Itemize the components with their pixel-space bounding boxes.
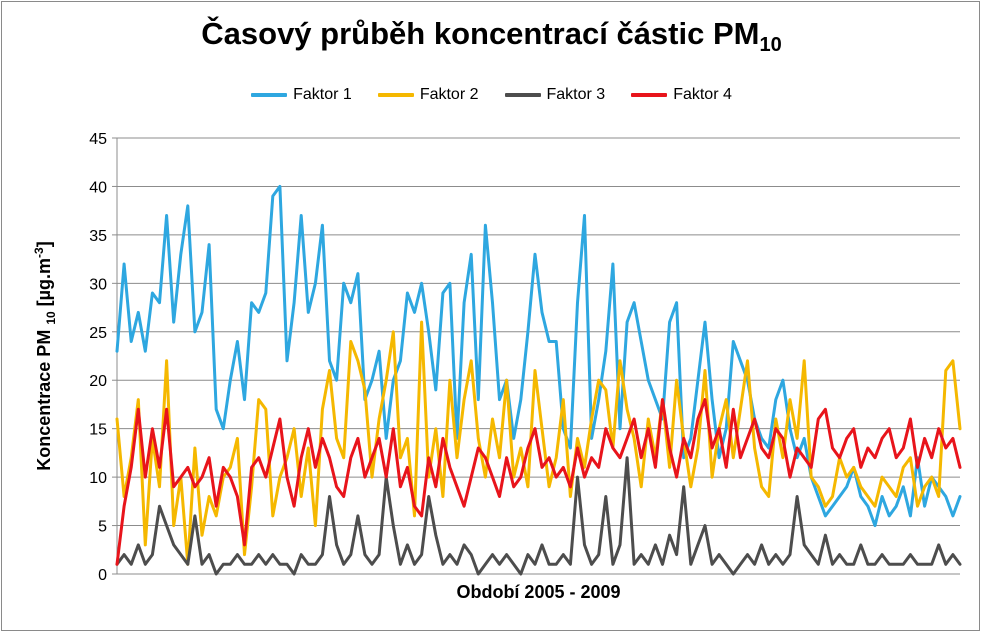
chart-title: Časový průběh koncentrací částic PM10 (0, 16, 983, 55)
legend-item-faktor-2: Faktor 2 (377, 86, 479, 104)
legend-item-faktor-4: Faktor 4 (631, 86, 732, 104)
tick-label-y-35: 35 (89, 228, 107, 245)
y-axis-label-unit: [µg.m (34, 257, 55, 312)
y-axis-label-main: Koncentrace PM (34, 324, 55, 471)
tick-label-y-5: 5 (98, 519, 107, 536)
legend-swatch-faktor-2 (377, 93, 414, 97)
tick-label-y-20: 20 (89, 373, 107, 390)
series-line-faktor-4 (115, 398, 962, 566)
tick-label-y-30: 30 (89, 276, 107, 293)
chart-title-main: Časový průběh koncentrací částic PM (201, 16, 760, 51)
series-line-faktor-3 (115, 456, 962, 576)
tick-label-y-0: 0 (98, 567, 107, 584)
legend-swatch-faktor-1 (251, 93, 288, 97)
legend-label-faktor-3: Faktor 3 (546, 86, 606, 103)
tick-label-y-45: 45 (89, 131, 107, 148)
tick-label-y-10: 10 (89, 470, 107, 487)
legend-item-faktor-3: Faktor 3 (504, 86, 606, 104)
legend-label-faktor-4: Faktor 4 (673, 86, 732, 103)
tick-label-y-15: 15 (89, 422, 107, 439)
legend-item-faktor-1: Faktor 1 (251, 86, 352, 104)
legend-swatch-faktor-4 (631, 93, 668, 97)
y-axis-label-sub: 10 (43, 311, 58, 325)
tick-label-y-25: 25 (89, 325, 107, 342)
tick-label-y-40: 40 (89, 179, 107, 196)
series-line-faktor-2 (115, 320, 962, 566)
legend-swatch-faktor-3 (504, 93, 541, 97)
y-axis-label: Koncentrace PM 10 [µg.m-3] (32, 241, 58, 470)
y-axis-label-end: ] (34, 241, 55, 248)
x-axis-label: Období 2005 - 2009 (456, 582, 621, 602)
series-line-faktor-1 (115, 184, 962, 528)
legend-label-faktor-2: Faktor 2 (419, 86, 479, 103)
legend-label-faktor-1: Faktor 1 (293, 86, 352, 103)
y-axis-label-sup: -3 (32, 247, 47, 258)
legend: Faktor 1 Faktor 2 Faktor 3 Faktor 4 (0, 86, 983, 104)
chart-title-subscript: 10 (759, 34, 782, 56)
